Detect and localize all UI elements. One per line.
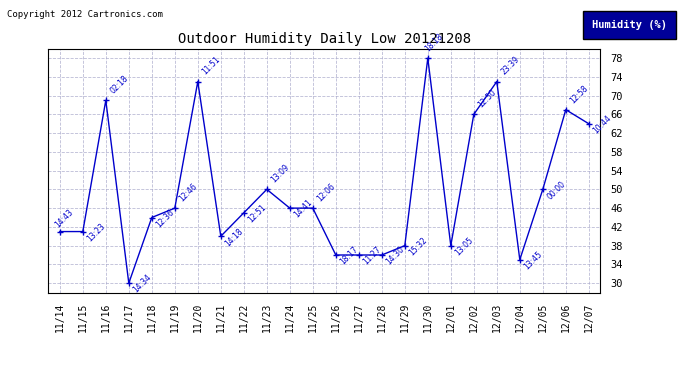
Text: 14:41: 14:41 — [292, 198, 314, 220]
Text: Copyright 2012 Cartronics.com: Copyright 2012 Cartronics.com — [7, 10, 163, 19]
Text: 12:36: 12:36 — [154, 207, 176, 229]
Text: 10:44: 10:44 — [591, 114, 613, 135]
Text: 12:06: 12:06 — [315, 182, 337, 204]
Text: 14:18: 14:18 — [223, 226, 245, 248]
Text: 12:46: 12:46 — [177, 182, 199, 204]
Text: 11:51: 11:51 — [200, 55, 221, 77]
Text: 13:09: 13:09 — [269, 163, 291, 185]
Text: 11:27: 11:27 — [361, 245, 383, 267]
Text: 12:51: 12:51 — [246, 203, 268, 225]
Text: 13:05: 13:05 — [453, 236, 475, 257]
Text: 15:32: 15:32 — [407, 236, 429, 257]
Text: 02:18: 02:18 — [108, 74, 130, 96]
Text: 14:34: 14:34 — [131, 273, 153, 295]
Text: 13:23: 13:23 — [85, 222, 107, 243]
Text: 14:43: 14:43 — [53, 207, 75, 229]
Text: 12:50: 12:50 — [476, 88, 498, 110]
Text: 12:58: 12:58 — [568, 83, 590, 105]
Text: 14:30: 14:30 — [384, 245, 406, 267]
Text: 18:17: 18:17 — [338, 245, 359, 267]
Title: Outdoor Humidity Daily Low 20121208: Outdoor Humidity Daily Low 20121208 — [178, 32, 471, 46]
Text: 13:45: 13:45 — [522, 250, 544, 272]
Text: 23:39: 23:39 — [499, 55, 521, 77]
Text: Humidity (%): Humidity (%) — [592, 20, 667, 30]
Text: 18:18: 18:18 — [423, 32, 445, 54]
Text: 00:00: 00:00 — [545, 179, 567, 201]
